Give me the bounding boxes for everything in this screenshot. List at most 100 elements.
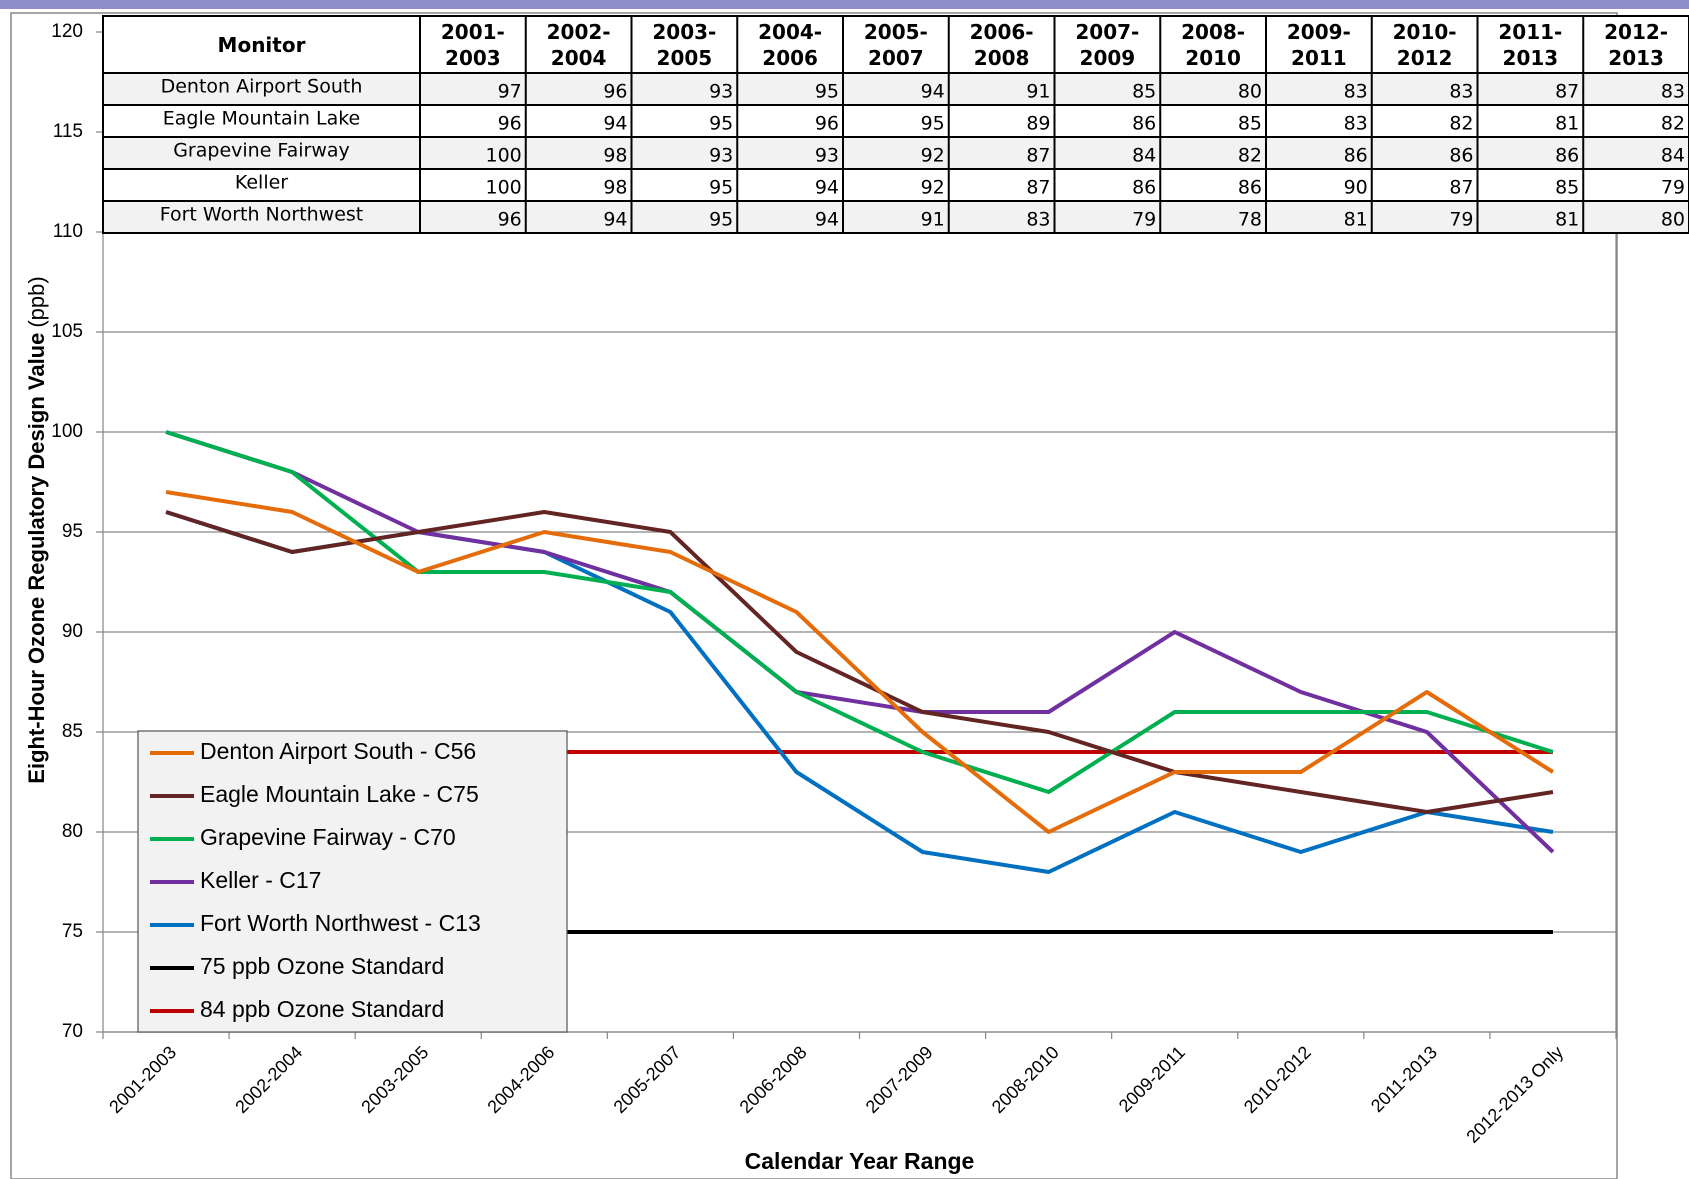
table-cell: 95 [709, 113, 733, 135]
table-row [102, 200, 1689, 234]
table-cell: 84 [1132, 145, 1156, 167]
table-column-header: 2005-2007 [864, 20, 928, 70]
table-cell: 98 [603, 177, 627, 199]
table-cell: 94 [815, 209, 839, 231]
table-cell: 94 [603, 113, 627, 135]
table-column-header-line: 2006- [970, 20, 1034, 44]
table-column-header: 2007-2009 [1075, 20, 1139, 70]
table-cell: 83 [1344, 113, 1368, 135]
table-column-header-line: 2013 [1608, 46, 1664, 70]
table-cell: 86 [1132, 177, 1156, 199]
table-cell: 95 [815, 81, 839, 103]
table-cell: 82 [1661, 113, 1685, 135]
legend-label: Grapevine Fairway - C70 [200, 824, 456, 850]
y-tick-label: 90 [62, 621, 83, 642]
y-axis-title-main: Eight-Hour Ozone Regulatory Design Value [24, 333, 49, 784]
table-cell: 83 [1449, 81, 1473, 103]
table-cell: 96 [815, 113, 839, 135]
table-column-header-line: 2007- [1075, 20, 1139, 44]
table-row-name: Grapevine Fairway [173, 140, 350, 162]
table-cell: 79 [1449, 209, 1473, 231]
table-cell: 85 [1555, 177, 1579, 199]
table-cell: 87 [1449, 177, 1473, 199]
y-tick-label: 70 [62, 1021, 83, 1042]
table-column-header-line: 2004- [758, 20, 822, 44]
y-tick-label: 105 [51, 321, 83, 342]
table-cell: 81 [1344, 209, 1368, 231]
table-row-name: Eagle Mountain Lake [163, 108, 361, 130]
table-column-header: 2004-2006 [758, 20, 822, 70]
series-line [165, 430, 1555, 854]
y-axis-title: Eight-Hour Ozone Regulatory Design Value… [24, 276, 49, 783]
legend-label: Fort Worth Northwest - C13 [200, 910, 481, 936]
y-tick-label: 120 [51, 21, 83, 42]
table-column-header: 2011-2013 [1498, 20, 1562, 70]
table-cell: 93 [815, 145, 839, 167]
table-column-header-line: 2009- [1287, 20, 1351, 44]
table-cell: 95 [709, 177, 733, 199]
table-column-header-line: 2008 [974, 46, 1030, 70]
legend-label: 75 ppb Ozone Standard [200, 953, 444, 979]
legend-label: Keller - C17 [200, 867, 321, 893]
table-cell: 89 [1026, 113, 1050, 135]
legend-label: Denton Airport South - C56 [200, 738, 476, 764]
table-cell: 91 [921, 209, 945, 231]
table-cell: 85 [1238, 113, 1262, 135]
table-cell: 94 [603, 209, 627, 231]
y-tick-label: 85 [62, 721, 83, 742]
table-row [102, 136, 1689, 170]
table-cell: 94 [815, 177, 839, 199]
table-column-header-line: 2002- [547, 20, 611, 44]
table-column-header: 2009-2011 [1287, 20, 1351, 70]
table-header: Monitor [218, 33, 306, 57]
table-cell: 84 [1661, 145, 1685, 167]
table-cell: 96 [498, 209, 522, 231]
table-cell: 85 [1132, 81, 1156, 103]
legend [137, 730, 568, 1033]
y-tick-label: 95 [62, 521, 83, 542]
table-cell: 83 [1661, 81, 1685, 103]
table-column-header: 2001-2003 [441, 20, 505, 70]
table-cell: 87 [1026, 145, 1050, 167]
table-column-header: 2002-2004 [547, 20, 611, 70]
table-cell: 86 [1132, 113, 1156, 135]
table-column-header: 2010-2012 [1393, 20, 1457, 70]
table-column-header-line: 2003- [652, 20, 716, 44]
x-axis-title: Calendar Year Range [745, 1148, 975, 1174]
table-column-header-line: 2007 [868, 46, 924, 70]
table-column-header: 2008-2010 [1181, 20, 1245, 70]
table-column-header-line: 2004 [551, 46, 607, 70]
table-cell: 97 [498, 81, 522, 103]
table-cell: 96 [498, 113, 522, 135]
table-column-header-line: 2013 [1503, 46, 1559, 70]
table-cell: 87 [1555, 81, 1579, 103]
table-cell: 80 [1238, 81, 1262, 103]
table-column-header-line: 2012 [1397, 46, 1453, 70]
table-cell: 95 [921, 113, 945, 135]
table-cell: 81 [1555, 209, 1579, 231]
table-cell: 91 [1026, 81, 1050, 103]
table-cell: 83 [1344, 81, 1368, 103]
table-column-header-line: 2006 [762, 46, 818, 70]
table-column-header-line: 2005 [657, 46, 713, 70]
table-cell: 83 [1026, 209, 1050, 231]
legend-label: Eagle Mountain Lake - C75 [200, 781, 479, 807]
series-line [165, 490, 1555, 834]
table-cell: 93 [709, 145, 733, 167]
data-table: Monitor2001-20032002-20042003-20052004-2… [102, 15, 1689, 234]
y-tick-label: 110 [53, 221, 83, 242]
table-column-header-line: 2001- [441, 20, 505, 44]
table-row-name: Keller [235, 172, 288, 194]
table-column-header-line: 2009 [1080, 46, 1136, 70]
table-cell: 86 [1238, 177, 1262, 199]
table-cell: 98 [603, 145, 627, 167]
table-cell: 78 [1238, 209, 1262, 231]
table-cell: 90 [1344, 177, 1368, 199]
table-cell: 80 [1661, 209, 1685, 231]
table-cell: 86 [1449, 145, 1473, 167]
table-cell: 92 [921, 177, 945, 199]
table-row [102, 168, 1689, 202]
table-column-header: 2003-2005 [652, 20, 716, 70]
